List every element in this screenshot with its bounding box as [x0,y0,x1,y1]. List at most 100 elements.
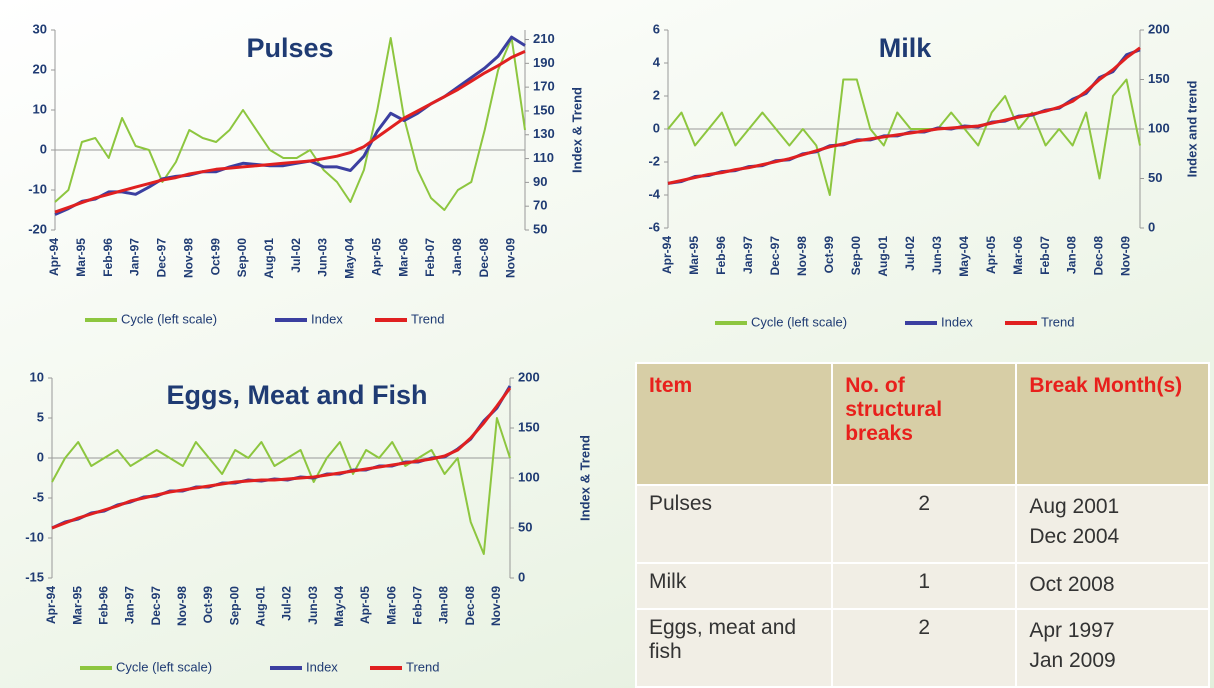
x-tick-label: Feb-96 [97,586,111,625]
y-tick-label: -4 [648,186,660,201]
item-cell: Pulses [634,484,834,564]
break-month: Aug 2001 [1029,495,1120,518]
x-tick-label: Dec-97 [149,586,163,626]
x-tick-label: Sep-00 [227,586,241,626]
x-tick-label: Mar-06 [384,586,398,625]
y-tick-label: 20 [33,61,47,76]
y2-axis-label: Index and trend [1184,81,1199,178]
x-tick-label: Jul-02 [280,586,294,621]
x-tick-label: Oct-99 [208,238,222,276]
x-tick-label: Sep-00 [849,236,863,276]
item-cell: Eggs, meat and fish [634,608,834,688]
series-line [54,37,526,211]
y-tick-label: -15 [25,569,44,584]
x-tick-label: Oct-99 [201,586,215,624]
x-tick-label: Dec-08 [477,238,491,278]
x-tick-label: Aug-01 [254,586,268,627]
y2-tick-label: 200 [518,369,540,384]
legend-label: Cycle (left scale) [116,659,212,674]
header-cell: Item [634,362,834,486]
series-line [667,78,1141,196]
months-cell: Aug 2001 Dec 2004 [1015,484,1210,564]
y2-tick-label: 90 [533,174,547,189]
x-tick-label: Mar-06 [1011,236,1025,275]
y-tick-label: -5 [32,489,44,504]
legend-label: Cycle (left scale) [751,314,847,329]
header-cell: Break Month(s) [1015,362,1210,486]
y-tick-label: 10 [30,369,44,384]
x-tick-label: Jan-97 [128,238,142,276]
y2-tick-label: 100 [1148,120,1170,135]
break-month: Dec 2004 [1029,525,1120,548]
x-tick-label: Sep-00 [235,238,249,278]
header-row: Item No. of structural breaks Break Month(… [634,362,1210,486]
x-tick-label: Apr-05 [369,238,383,276]
legend-label: Index [941,314,973,329]
table-row: Eggs, meat and fish 2 Apr 1997 Jan 2009 [634,608,1210,688]
x-tick-label: Oct-99 [822,236,836,274]
x-tick-label: Jan-08 [437,586,451,624]
x-tick-label: Jun-03 [930,236,944,275]
x-tick-label: Nov-09 [489,586,503,626]
item-cell: Milk [634,561,834,611]
x-tick-label: Mar-06 [396,238,410,277]
y-tick-label: 2 [653,87,660,102]
x-tick-label: Nov-09 [504,238,518,278]
y-tick-label: 0 [40,141,47,156]
y2-tick-label: 130 [533,126,555,141]
x-tick-label: Mar-95 [74,238,88,277]
x-tick-label: Jul-02 [903,236,917,271]
x-tick-label: Apr-05 [358,586,372,624]
x-tick-label: Jul-02 [289,238,303,273]
y2-tick-label: 0 [1148,219,1155,234]
x-tick-label: Nov-98 [181,238,195,278]
y2-tick-label: 100 [518,469,540,484]
y-tick-label: -10 [28,181,47,196]
x-tick-label: Mar-95 [687,236,701,275]
x-tick-label: Dec-08 [1092,236,1106,276]
y-tick-label: 6 [653,21,660,36]
y2-tick-label: 50 [533,221,547,236]
break-month: Apr 1997 [1029,619,1115,643]
x-tick-label: Apr-94 [47,238,61,276]
x-tick-label: Apr-94 [44,586,58,624]
x-tick-label: Aug-01 [262,238,276,279]
x-tick-label: Feb-07 [423,238,437,277]
y2-tick-label: 0 [518,569,525,584]
y-tick-label: 4 [653,54,661,69]
x-tick-label: Dec-97 [768,236,782,276]
x-tick-label: Mar-95 [70,586,84,625]
x-tick-label: May-04 [957,236,971,277]
y2-tick-label: 190 [533,55,555,70]
x-tick-label: Nov-09 [1119,236,1133,276]
legend-label: Index [311,311,343,326]
series-line [667,46,1141,185]
series-line [51,387,512,530]
chart-title: Pulses [246,33,333,63]
x-tick-label: Dec-97 [155,238,169,278]
breaks-table: Item No. of structural breaks Break Month(… [634,362,1210,688]
breaks-cell: 1 [831,561,1018,611]
y-tick-label: 10 [33,101,47,116]
x-tick-label: Aug-01 [876,236,890,277]
y2-tick-label: 210 [533,31,555,46]
y-tick-label: 0 [653,120,660,135]
x-tick-label: Feb-07 [1038,236,1052,275]
x-tick-label: Jan-08 [1065,236,1079,274]
y-tick-label: 5 [37,409,44,424]
legend-label: Trend [406,659,439,674]
y-tick-label: -6 [648,219,660,234]
y2-tick-label: 110 [533,150,554,165]
y2-tick-label: 200 [1148,21,1170,36]
y-tick-label: -10 [25,529,44,544]
break-month: Jan 2009 [1029,649,1116,673]
legend-label: Trend [411,311,444,326]
x-tick-label: Jan-08 [450,238,464,276]
x-tick-label: Jun-03 [316,238,330,277]
y2-axis-label: Index & Trend [569,87,584,173]
x-tick-label: May-04 [332,586,346,627]
months-cell: Oct 2008 [1015,561,1210,611]
table-row: Pulses 2 Aug 2001 Dec 2004 [634,484,1210,564]
series-line [51,417,511,555]
